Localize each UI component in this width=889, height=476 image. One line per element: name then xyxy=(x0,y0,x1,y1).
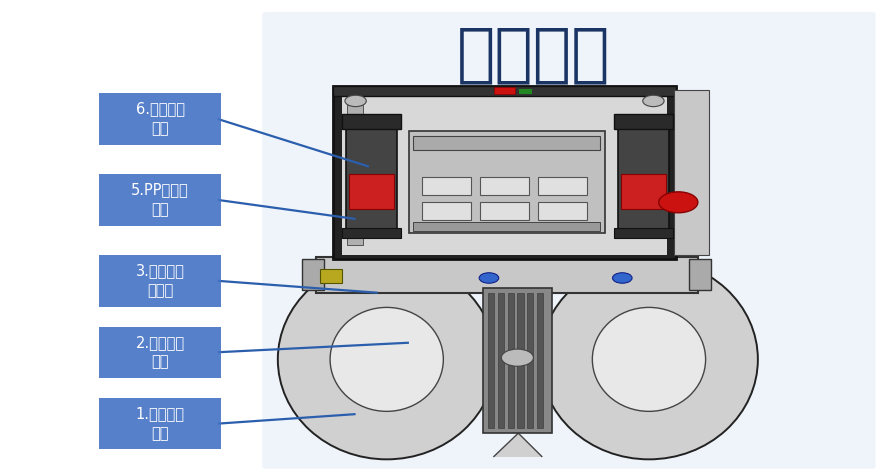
Bar xyxy=(538,177,587,195)
Bar xyxy=(422,177,471,195)
Bar xyxy=(422,202,471,220)
PathPatch shape xyxy=(493,433,542,457)
Bar xyxy=(413,136,600,150)
Bar xyxy=(347,105,363,245)
Bar xyxy=(494,87,516,94)
Bar xyxy=(538,202,587,220)
Bar xyxy=(517,293,524,428)
Text: 6.放料模板
部件: 6.放料模板 部件 xyxy=(135,101,185,137)
Bar xyxy=(488,293,494,428)
Bar xyxy=(508,293,514,428)
Bar xyxy=(333,86,676,259)
Bar xyxy=(413,222,600,231)
Circle shape xyxy=(613,273,632,283)
Bar xyxy=(342,114,401,129)
FancyBboxPatch shape xyxy=(99,174,221,226)
Bar xyxy=(346,117,397,238)
Ellipse shape xyxy=(278,259,496,459)
Bar xyxy=(537,293,543,428)
Bar xyxy=(614,114,673,129)
Bar xyxy=(480,202,529,220)
Circle shape xyxy=(659,192,698,213)
Bar xyxy=(302,259,324,290)
Bar xyxy=(527,293,533,428)
Bar xyxy=(519,89,532,94)
Text: 5.PP取放料
部件: 5.PP取放料 部件 xyxy=(132,182,188,218)
Bar xyxy=(316,257,698,293)
Bar xyxy=(674,90,709,255)
Ellipse shape xyxy=(541,259,758,459)
FancyBboxPatch shape xyxy=(99,93,221,145)
Text: 整体布局: 整体布局 xyxy=(457,24,610,86)
Circle shape xyxy=(643,95,664,107)
Bar xyxy=(480,177,529,195)
Bar xyxy=(333,86,676,96)
FancyBboxPatch shape xyxy=(99,327,221,378)
Text: 3.电池帽分
离部件: 3.电池帽分 离部件 xyxy=(136,263,184,298)
Bar xyxy=(483,288,552,433)
Bar xyxy=(342,90,667,255)
Text: 2.直振供料
部件: 2.直振供料 部件 xyxy=(135,335,185,370)
Bar xyxy=(614,228,673,238)
Circle shape xyxy=(501,349,533,366)
Bar xyxy=(689,259,711,290)
Bar xyxy=(342,228,401,238)
Ellipse shape xyxy=(330,307,444,411)
Bar xyxy=(349,174,394,209)
Ellipse shape xyxy=(592,307,706,411)
Circle shape xyxy=(479,273,499,283)
FancyBboxPatch shape xyxy=(99,398,221,449)
Text: 1.圆振供料
部件: 1.圆振供料 部件 xyxy=(135,406,185,441)
FancyBboxPatch shape xyxy=(262,12,876,469)
Circle shape xyxy=(345,95,366,107)
Bar xyxy=(409,131,605,233)
Bar xyxy=(498,293,504,428)
Bar xyxy=(621,174,666,209)
FancyBboxPatch shape xyxy=(99,255,221,307)
Bar xyxy=(320,269,342,283)
Bar xyxy=(618,117,669,238)
